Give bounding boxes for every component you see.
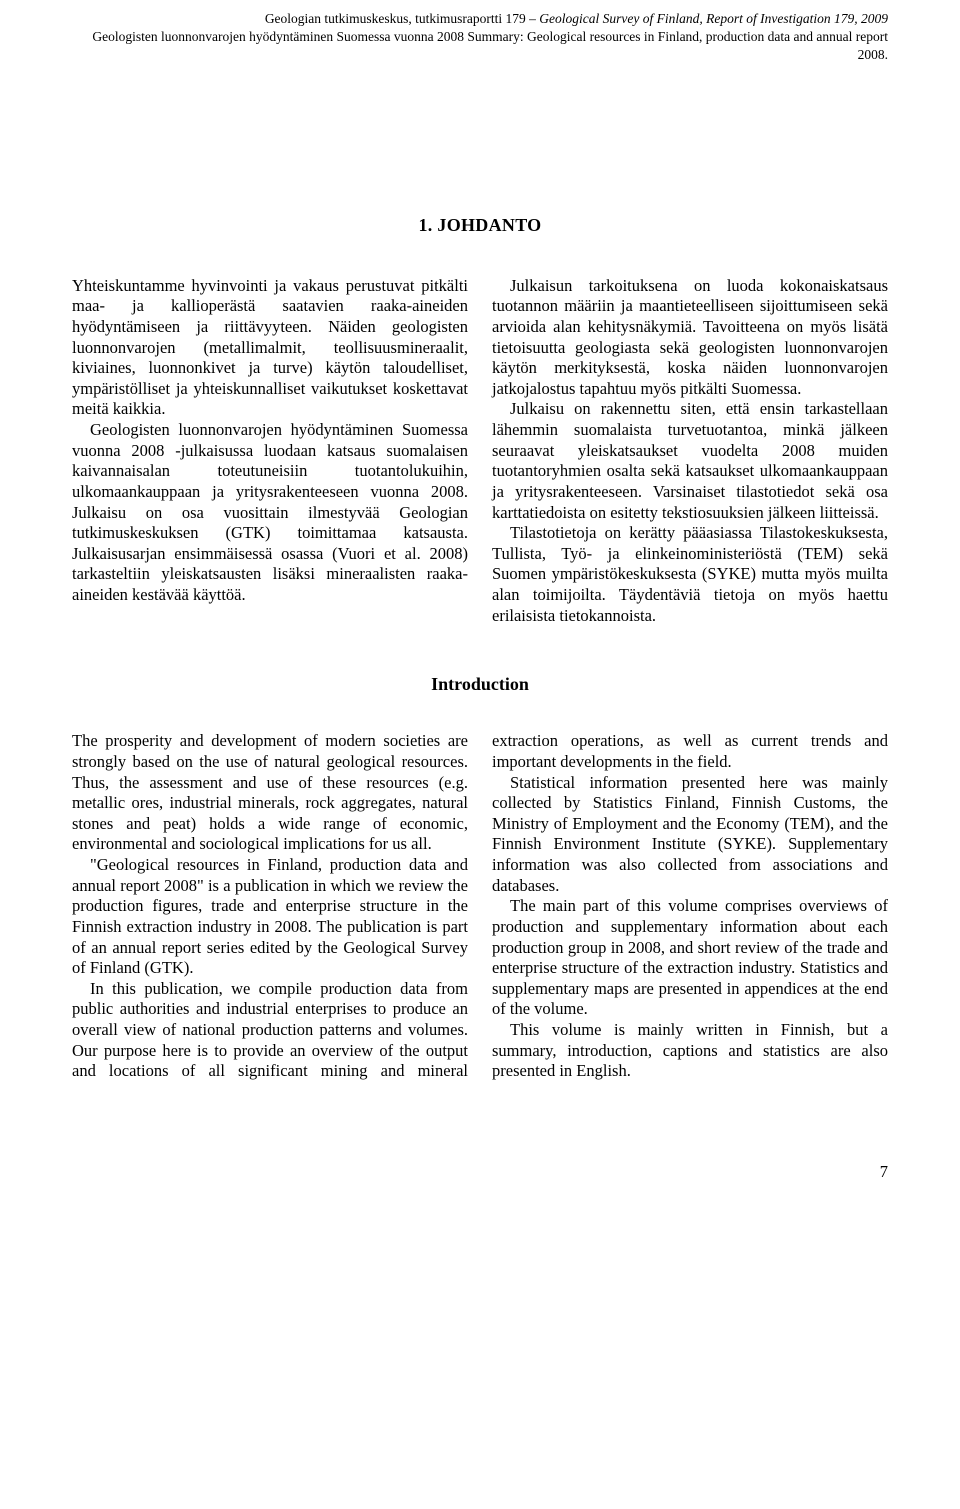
chapter-title: 1. JOHDANTO (72, 215, 888, 236)
section-subhead: Introduction (72, 674, 888, 695)
body-paragraph: The prosperity and development of modern… (72, 731, 468, 855)
body-paragraph: Tilastotietoja on kerätty pääasiassa Til… (492, 523, 888, 626)
body-paragraph: Yhteiskuntamme hyvinvointi ja vakaus per… (72, 276, 468, 420)
body-paragraph: Julkaisun tarkoituksena on luoda kokonai… (492, 276, 888, 400)
header-line-2: Geologisten luonnonvarojen hyödyntäminen… (72, 28, 888, 64)
header-part-a: Geologian tutkimuskeskus, tutkimusraport… (265, 11, 539, 26)
finnish-body: Yhteiskuntamme hyvinvointi ja vakaus per… (72, 276, 888, 627)
page-number: 7 (72, 1162, 888, 1182)
body-paragraph: This volume is mainly written in Finnish… (492, 1020, 888, 1082)
body-paragraph: "Geological resources in Finland, produc… (72, 855, 468, 979)
body-paragraph: Julkaisu on rakennettu siten, että ensin… (492, 399, 888, 523)
header-line-1: Geologian tutkimuskeskus, tutkimusraport… (72, 10, 888, 28)
english-body: The prosperity and development of modern… (72, 731, 888, 1082)
body-paragraph: The main part of this volume comprises o… (492, 896, 888, 1020)
body-paragraph: Statistical information presented here w… (492, 773, 888, 897)
header-part-b: Geological Survey of Finland, Report of … (539, 11, 888, 26)
body-paragraph: Geologisten luonnonvarojen hyödyntäminen… (72, 420, 468, 606)
running-header: Geologian tutkimuskeskus, tutkimusraport… (72, 10, 888, 65)
